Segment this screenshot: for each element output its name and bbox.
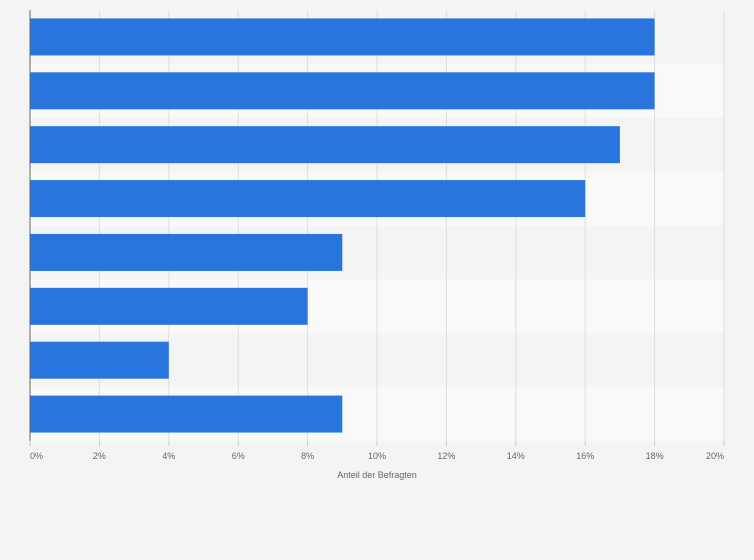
x-tick-label: 20% bbox=[706, 451, 724, 461]
x-tick-label: 12% bbox=[437, 451, 455, 461]
x-tick-label: 6% bbox=[232, 451, 245, 461]
x-tick-label: 16% bbox=[576, 451, 594, 461]
bar bbox=[30, 233, 343, 271]
bar bbox=[30, 18, 655, 56]
x-tick-label: 2% bbox=[93, 451, 106, 461]
x-tick-label: 4% bbox=[162, 451, 175, 461]
x-tick-label: 18% bbox=[646, 451, 664, 461]
bar bbox=[30, 126, 620, 164]
bar bbox=[30, 287, 308, 325]
x-tick-label: 8% bbox=[301, 451, 314, 461]
bar bbox=[30, 180, 586, 218]
x-axis-title: Anteil der Befragten bbox=[337, 470, 417, 480]
bar bbox=[30, 395, 343, 433]
x-tick-label: 14% bbox=[507, 451, 525, 461]
x-tick-label: 0% bbox=[30, 451, 43, 461]
bar bbox=[30, 341, 169, 379]
bar bbox=[30, 72, 655, 110]
x-tick-label: 10% bbox=[368, 451, 386, 461]
